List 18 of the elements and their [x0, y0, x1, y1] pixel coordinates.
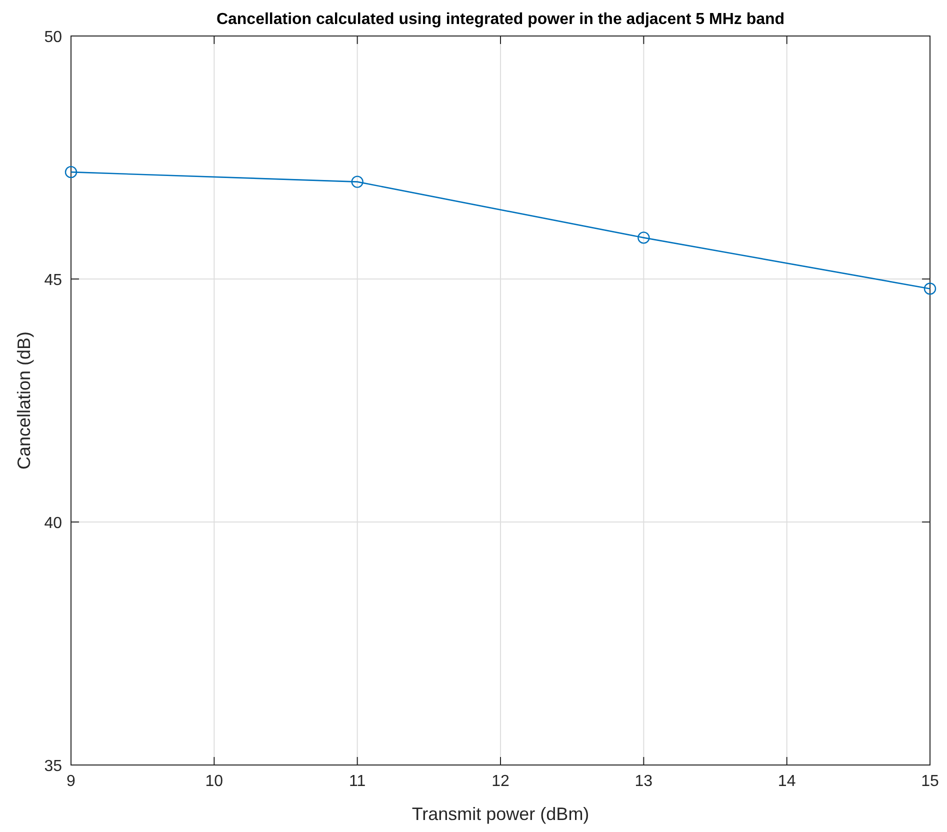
point [64, 166, 78, 178]
y-tick-label: 40 [44, 515, 62, 532]
y-tick-label: 45 [44, 272, 62, 289]
x-tick-label: 9 [66, 773, 76, 790]
point [351, 176, 364, 188]
x-tick-label: 13 [634, 773, 653, 790]
chart-title: Cancellation calculated using integrated power in the adjacent 5 MHz band [216, 11, 785, 28]
point [638, 232, 650, 244]
y-tick-label: 50 [44, 29, 62, 46]
y-tick-label: 35 [44, 758, 62, 775]
point [924, 282, 936, 295]
y-axis-title: Cancellation (dB) [14, 331, 34, 470]
x-tick-label: 11 [349, 773, 366, 790]
x-tick-label: 10 [205, 773, 224, 790]
x-tick-label: 12 [492, 773, 510, 790]
x-tick-label: 15 [921, 773, 939, 790]
x-axis-title: Transmit power (dBm) [412, 804, 590, 824]
x-tick-label: 14 [778, 773, 796, 790]
